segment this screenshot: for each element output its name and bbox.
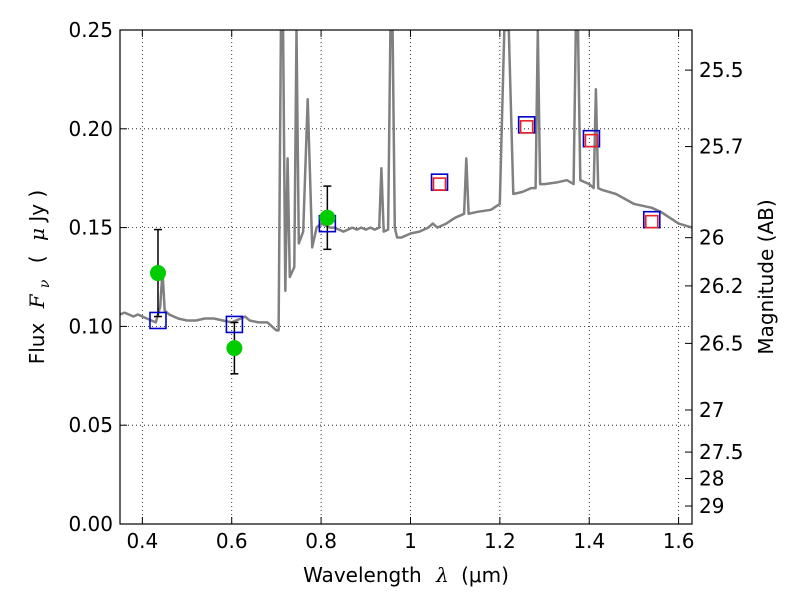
mag-tick-label: 26.5 <box>699 331 744 355</box>
y-tick-label: 0.00 <box>68 512 113 536</box>
x-axis-title: Wavelength λ (μm) <box>303 563 509 587</box>
band-square-marker <box>519 120 534 134</box>
mag-tick-label: 26.2 <box>699 274 744 298</box>
y-axis-unit-mu: μ <box>25 228 49 241</box>
x-axis-label: Wavelength <box>303 563 422 587</box>
x-tick-label: 0.4 <box>126 529 158 553</box>
x-tick-label: 1.6 <box>663 529 695 553</box>
y-axis-label: Flux <box>25 323 49 365</box>
mag-tick-label: 27.5 <box>699 440 744 464</box>
mag-tick-label: 28 <box>699 467 724 491</box>
band-square-marker <box>432 177 447 191</box>
x-tick-label: 0.8 <box>305 529 337 553</box>
y-tick-label: 0.15 <box>68 216 113 240</box>
mag-tick-label: 25.5 <box>699 58 744 82</box>
mag-tick-label: 25.7 <box>699 135 744 159</box>
photometry-point <box>149 265 166 282</box>
axis-ticks: 0.4 0.6 0.8 1 1.2 1.4 1.6 0.00 0.05 0.10 0.15 0.20 0… <box>68 18 743 553</box>
band-square-marker <box>584 133 599 148</box>
y-tick-label: 0.25 <box>68 18 113 42</box>
x-tick-label: 1.4 <box>573 529 605 553</box>
band-square-marker <box>149 311 167 330</box>
x-tick-label: 0.6 <box>216 529 248 553</box>
x-tick-label: 1 <box>404 529 417 553</box>
y-tick-label: 0.05 <box>68 413 113 437</box>
photometry-point <box>226 340 243 357</box>
photometry-point <box>319 209 336 226</box>
band-square-marker <box>225 315 244 334</box>
x-tick-label: 1.2 <box>484 529 516 553</box>
mag-tick-label: 26 <box>699 226 724 250</box>
spectrum-line <box>120 30 692 332</box>
y-axis-unit-open: ( <box>25 255 49 263</box>
mag-tick-label: 29 <box>699 494 724 518</box>
y-tick-label: 0.20 <box>68 117 113 141</box>
y-axis-subscript: ν <box>37 279 53 288</box>
y-tick-label: 0.10 <box>68 314 113 338</box>
y-axis-title: Flux F ν ( μ Jy ) <box>25 190 54 365</box>
y2-axis-title: Magnitude (AB) <box>754 199 778 354</box>
x-axis-unit: (μm) <box>461 563 509 587</box>
y-axis-symbol: F <box>25 293 49 309</box>
band-square-marker <box>644 214 659 229</box>
mag-tick-label: 27 <box>699 398 724 422</box>
plot-frame <box>119 29 693 525</box>
plot-area <box>120 30 692 375</box>
y-axis-unit-rest: Jy ) <box>25 190 49 224</box>
grid-lines <box>120 30 692 524</box>
x-axis-symbol: λ <box>435 563 449 587</box>
